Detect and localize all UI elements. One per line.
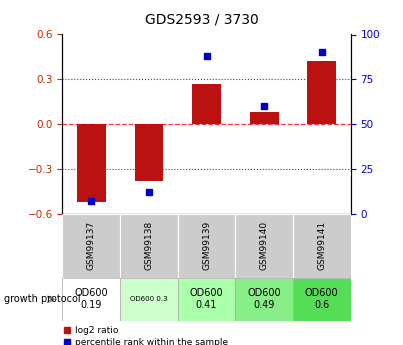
Point	[319, 50, 325, 55]
Bar	[192, 84, 221, 124]
Text: GDS2593 / 3730: GDS2593 / 3730	[145, 12, 258, 26]
Point	[146, 190, 152, 195]
Bar	[307, 61, 336, 124]
Bar	[120, 214, 178, 278]
Text: OD600
0.6: OD600 0.6	[305, 288, 339, 310]
Point	[261, 104, 268, 109]
Bar	[293, 214, 351, 278]
Text: OD600 0.3: OD600 0.3	[130, 296, 168, 302]
Point	[88, 199, 95, 204]
Text: OD600
0.19: OD600 0.19	[75, 288, 108, 310]
Text: GSM99141: GSM99141	[317, 221, 326, 270]
Bar	[62, 278, 120, 321]
Text: growth protocol: growth protocol	[4, 294, 81, 304]
Bar	[178, 214, 235, 278]
Point	[204, 53, 210, 59]
Text: GSM99140: GSM99140	[260, 221, 269, 270]
Bar	[235, 278, 293, 321]
Text: OD600
0.41: OD600 0.41	[190, 288, 223, 310]
Text: GSM99138: GSM99138	[144, 221, 154, 270]
Bar	[235, 214, 293, 278]
Bar	[293, 278, 351, 321]
Bar	[178, 278, 235, 321]
Text: GSM99137: GSM99137	[87, 221, 96, 270]
Text: GSM99139: GSM99139	[202, 221, 211, 270]
Legend: log2 ratio, percentile rank within the sample: log2 ratio, percentile rank within the s…	[63, 325, 229, 345]
Text: OD600
0.49: OD600 0.49	[247, 288, 281, 310]
Bar	[135, 124, 163, 181]
Bar	[62, 214, 120, 278]
Bar	[120, 278, 178, 321]
Bar	[250, 112, 278, 124]
Bar	[77, 124, 106, 202]
